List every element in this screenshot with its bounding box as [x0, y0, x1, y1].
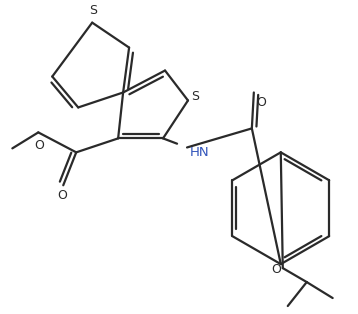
Text: O: O — [256, 96, 266, 110]
Text: O: O — [34, 139, 44, 152]
Text: O: O — [57, 189, 67, 202]
Text: S: S — [191, 90, 199, 103]
Text: HN: HN — [190, 146, 210, 159]
Text: O: O — [271, 263, 281, 276]
Text: S: S — [89, 4, 97, 17]
